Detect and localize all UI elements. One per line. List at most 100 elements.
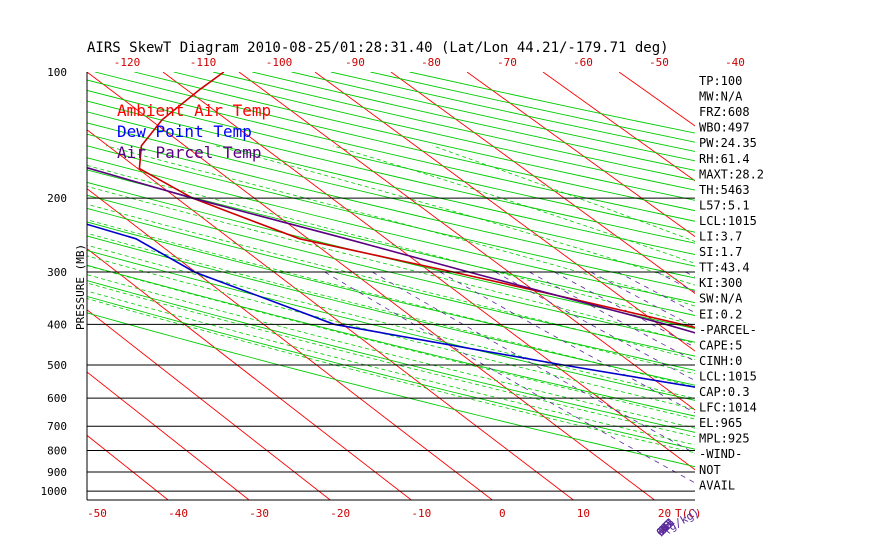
top-temp-tick-label: -110 bbox=[190, 56, 217, 69]
index-entry: FRZ:608 bbox=[699, 105, 750, 119]
dry-adiabat-line bbox=[87, 207, 695, 357]
index-entry: LCL:1015 bbox=[699, 369, 757, 383]
top-temp-tick-label: -80 bbox=[421, 56, 441, 69]
pressure-tick-label: 800 bbox=[47, 445, 67, 458]
dry-adiabat-line bbox=[212, 72, 695, 181]
bottom-temp-tick-label: -40 bbox=[168, 507, 188, 520]
mixing-ratio-line bbox=[827, 272, 870, 500]
dry-adiabat-line bbox=[87, 312, 695, 468]
mixing-ratio-line bbox=[324, 271, 695, 484]
pressure-tick-label: 400 bbox=[47, 318, 67, 331]
index-entry: EL:965 bbox=[699, 416, 742, 430]
mixing-ratio-line bbox=[807, 272, 870, 500]
index-entry: LCL:1015 bbox=[699, 214, 757, 228]
isotherm-line bbox=[87, 371, 250, 500]
x-axis-unit-label: T(C) bbox=[675, 507, 702, 520]
dry-adiabat-line bbox=[87, 280, 695, 433]
index-entry: LI:3.7 bbox=[699, 230, 742, 244]
pressure-tick-label: 100 bbox=[47, 66, 67, 79]
top-temp-tick-label: -60 bbox=[573, 56, 593, 69]
top-temp-tick-label: -100 bbox=[266, 56, 293, 69]
index-entry: CINH:0 bbox=[699, 354, 742, 368]
pressure-tick-label: 600 bbox=[47, 392, 67, 405]
isotherm-line bbox=[390, 72, 695, 294]
legend-item: Air Parcel Temp bbox=[117, 143, 262, 162]
isotherm-line bbox=[87, 129, 574, 500]
index-entry: EI:0.2 bbox=[699, 307, 742, 321]
isotherm-line bbox=[847, 72, 870, 500]
dry-adiabat-line bbox=[87, 296, 695, 450]
index-entry: CAP:0.3 bbox=[699, 385, 750, 399]
legend: Ambient Air Temp Dew Point Temp Air Parcel… bbox=[117, 101, 271, 162]
dry-adiabat-line bbox=[87, 264, 695, 417]
dry-adiabat-line bbox=[87, 122, 695, 267]
isotherm-line bbox=[87, 309, 331, 500]
dry-adiabat-line bbox=[87, 249, 695, 401]
index-entry: TT:43.4 bbox=[699, 261, 750, 275]
index-entry: MPL:925 bbox=[699, 432, 750, 446]
index-entry: -PARCEL- bbox=[699, 323, 757, 337]
mixing-ratio-line bbox=[751, 272, 870, 500]
dry-adiabat-line bbox=[87, 181, 695, 330]
dry-adiabat-line bbox=[87, 157, 695, 304]
series-line-2 bbox=[87, 166, 695, 334]
bottom-temp-tick-label: -20 bbox=[330, 507, 350, 520]
isotherm-line bbox=[314, 72, 695, 352]
pressure-tick-label: 200 bbox=[47, 192, 67, 205]
dry-adiabat-line bbox=[87, 169, 695, 316]
dry-adiabat-line bbox=[87, 145, 695, 291]
index-entry: AVAIL bbox=[699, 478, 735, 492]
index-entry: CAPE:5 bbox=[699, 338, 742, 352]
mixing-ratio-line bbox=[495, 271, 695, 382]
bottom-temp-tick-label: -10 bbox=[411, 507, 431, 520]
top-temp-tick-label: -120 bbox=[114, 56, 141, 69]
isotherm-line bbox=[238, 72, 695, 411]
isotherm-line bbox=[0, 72, 6, 500]
index-entry: SW:N/A bbox=[699, 292, 743, 306]
moist-adiabat-line bbox=[332, 145, 695, 264]
legend-item: Ambient Air Temp bbox=[117, 101, 271, 120]
bottom-temp-tick-label: 20 bbox=[658, 507, 671, 520]
top-temp-tick-label: -90 bbox=[345, 56, 365, 69]
top-temp-tick-label: -40 bbox=[725, 56, 745, 69]
top-temp-tick-label: -70 bbox=[497, 56, 517, 69]
mixing-ratio-line bbox=[529, 271, 695, 362]
index-entry: -WIND- bbox=[699, 447, 742, 461]
index-entry: L57:5.1 bbox=[699, 198, 750, 212]
pressure-tick-label: 900 bbox=[47, 466, 67, 479]
isotherm-line bbox=[87, 72, 655, 500]
isotherm-line bbox=[87, 188, 493, 500]
top-temp-tick-label: -50 bbox=[649, 56, 669, 69]
pressure-tick-label: 1000 bbox=[41, 485, 68, 498]
chart-title: AIRS SkewT Diagram 2010-08-25/01:28:31.4… bbox=[87, 40, 669, 56]
pressure-tick-label: 700 bbox=[47, 420, 67, 433]
mixing-ratio-line bbox=[554, 271, 695, 348]
isotherm-line bbox=[771, 72, 870, 500]
index-entry: TH:5463 bbox=[699, 183, 750, 197]
y-axis-label: PRESSURE (MB) bbox=[74, 244, 87, 330]
series-line-1 bbox=[87, 223, 695, 388]
index-entry: MAXT:28.2 bbox=[699, 167, 764, 181]
index-entry: SI:1.7 bbox=[699, 245, 742, 259]
bottom-temp-tick-label: 0 bbox=[499, 507, 506, 520]
trace-layer bbox=[87, 72, 695, 388]
legend-item: Dew Point Temp bbox=[117, 122, 252, 141]
isotherm-line bbox=[542, 72, 695, 182]
bottom-temp-tick-label: -30 bbox=[249, 507, 269, 520]
bottom-temp-tick-label: 10 bbox=[577, 507, 590, 520]
index-entry: LFC:1014 bbox=[699, 401, 757, 415]
series-line-0 bbox=[138, 72, 695, 329]
mixing-ratio-line bbox=[860, 272, 870, 500]
dry-adiabat-line bbox=[87, 194, 695, 343]
dry-adiabat-line bbox=[87, 221, 695, 371]
index-entry: NOT bbox=[699, 463, 721, 477]
dry-adiabat-line bbox=[87, 111, 695, 255]
index-entry: TP:100 bbox=[699, 74, 742, 88]
index-entry: WBO:497 bbox=[699, 121, 750, 135]
index-entry: PW:24.35 bbox=[699, 136, 757, 150]
isotherm-line bbox=[87, 248, 412, 500]
pressure-tick-label: 300 bbox=[47, 266, 67, 279]
